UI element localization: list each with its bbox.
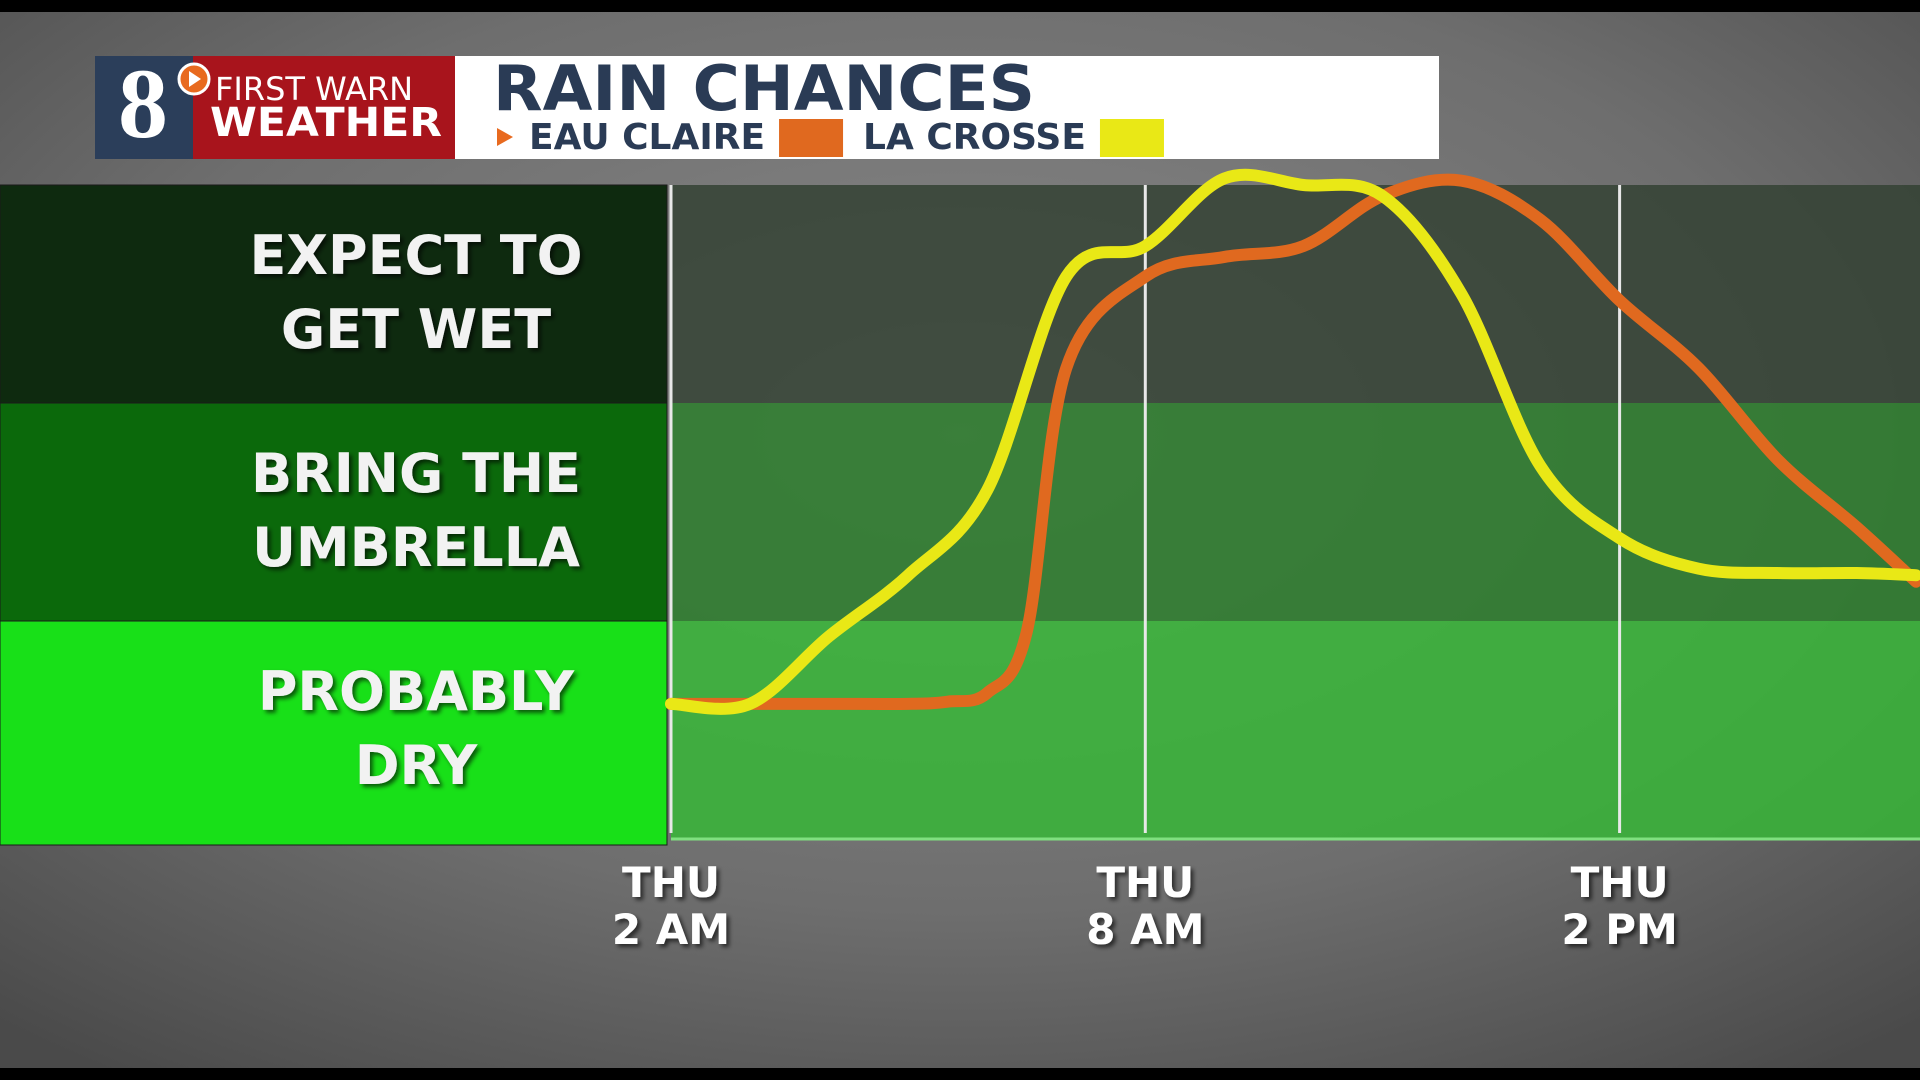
zone-label: GET WET <box>281 298 551 361</box>
frame-bottom <box>0 1068 1920 1080</box>
zone-label: UMBRELLA <box>252 516 580 579</box>
x-tick-label: 2 AM <box>612 905 730 954</box>
series-line <box>665 173 1920 711</box>
x-tick-label: 8 AM <box>1086 905 1204 954</box>
legend: EAU CLAIRE LA CROSSE <box>529 117 1164 158</box>
zone-panel <box>0 402 668 622</box>
series-line <box>665 168 1920 715</box>
legend-label: EAU CLAIRE <box>529 117 765 158</box>
legend-arrow <box>497 128 513 146</box>
logo-box <box>95 56 193 159</box>
x-tick-label: THU <box>1096 858 1194 907</box>
zone-label: BRING THE <box>251 442 581 505</box>
zone-label: EXPECT TO <box>250 224 583 287</box>
logo-play-icon <box>189 71 201 87</box>
logo-line1: FIRST WARN <box>215 70 413 108</box>
zone-label: PROBABLY <box>258 660 575 723</box>
logo-red <box>193 56 455 159</box>
zones: EXPECT TO GET WET BRING THE UMBRELLA PROBABL… <box>0 184 1920 846</box>
chart-title: RAIN CHANCES <box>493 52 1035 125</box>
logo-line2: WEATHER <box>210 100 442 146</box>
x-tick-label: 2 PM <box>1561 905 1677 954</box>
logo-number: 8 <box>118 48 168 159</box>
x-tick-label: THU <box>1571 858 1669 907</box>
zone-panel <box>0 620 668 846</box>
x-tick-label: THU <box>622 858 720 907</box>
zone-band <box>671 185 1920 403</box>
zone-label: DRY <box>355 734 478 797</box>
legend-swatch <box>779 119 844 157</box>
zone-panel <box>0 184 668 404</box>
zone-band <box>671 621 1920 839</box>
legend-swatch <box>1099 119 1164 157</box>
zone-band <box>671 403 1920 621</box>
legend-label: LA CROSSE <box>863 117 1086 158</box>
